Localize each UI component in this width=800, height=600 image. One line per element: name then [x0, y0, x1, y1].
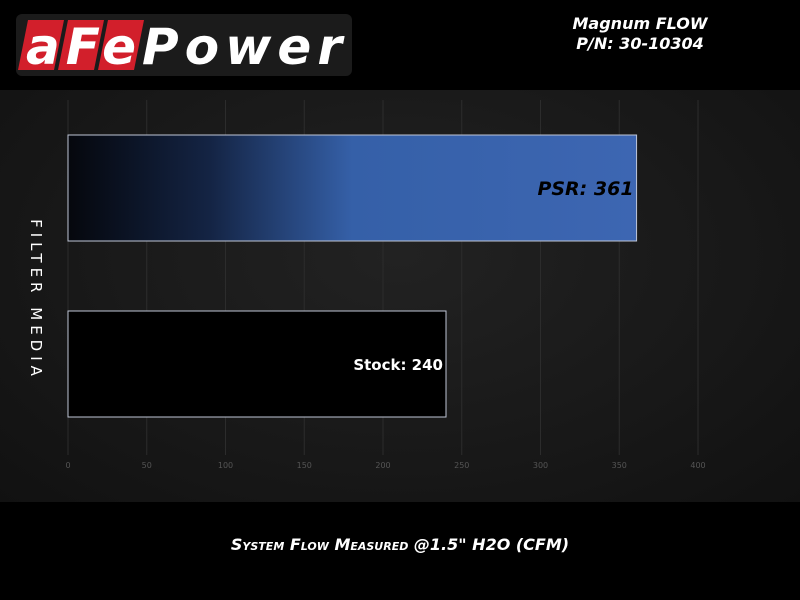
product-title: Magnum FLOW P/N: 30-10304	[540, 14, 740, 54]
x-tick-label: 50	[142, 461, 152, 470]
x-tick-label: 350	[612, 461, 627, 470]
part-number: P/N: 30-10304	[576, 34, 704, 53]
x-tick-label: 0	[65, 461, 70, 470]
afe-power-logo: aFePower	[16, 14, 352, 76]
svg-text:aFePower: aFePower	[26, 18, 345, 76]
x-tick-label: 300	[533, 461, 548, 470]
bar-stock	[67, 310, 447, 418]
x-tick-label: 250	[454, 461, 469, 470]
bar-psr	[67, 134, 638, 242]
y-axis-label: FILTER MEDIA	[27, 219, 45, 381]
x-axis-label: System Flow Measured @1.5" H2O (CFM)	[230, 535, 570, 554]
header: aFePower Magnum FLOW P/N: 30-10304	[0, 0, 800, 90]
x-tick-label: 150	[297, 461, 312, 470]
data-label-stock: Stock: 240	[353, 356, 443, 374]
data-label-psr: PSR: 361	[537, 178, 633, 200]
x-tick-label: 100	[218, 461, 233, 470]
x-tick-label: 200	[375, 461, 390, 470]
product-name: Magnum FLOW	[572, 14, 708, 33]
x-tick-label: 400	[690, 461, 705, 470]
